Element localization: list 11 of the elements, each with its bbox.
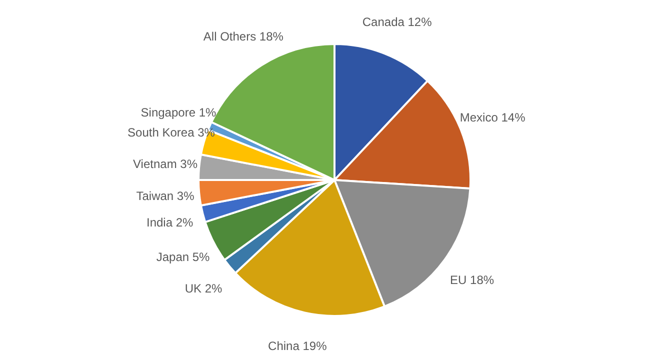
- slice-label: India 2%: [146, 215, 194, 230]
- slice-label: UK 2%: [184, 281, 223, 296]
- slice-label: Japan 5%: [156, 250, 210, 264]
- slice-label: Vietnam 3%: [133, 157, 198, 171]
- slice-label: EU 18%: [450, 272, 494, 287]
- slice-label: Mexico 14%: [460, 110, 526, 124]
- slice-label: Taiwan 3%: [136, 189, 195, 203]
- slice-label: All Others 18%: [203, 29, 284, 44]
- slice-label: China 19%: [268, 338, 328, 353]
- slice-label: Canada 12%: [362, 14, 432, 29]
- slice-label: Singapore 1%: [140, 105, 217, 120]
